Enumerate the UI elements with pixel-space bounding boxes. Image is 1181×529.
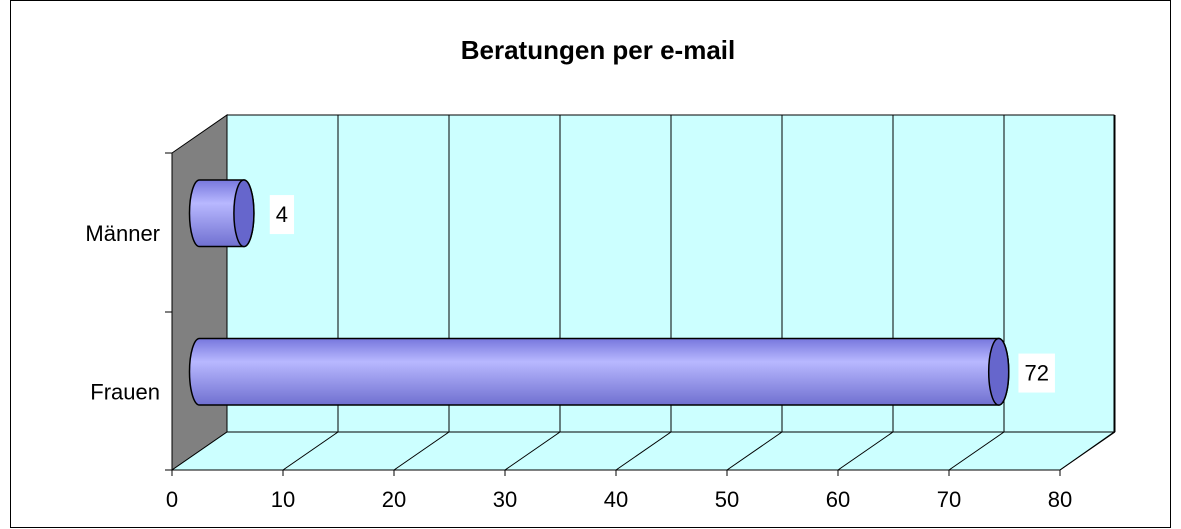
floor-line bbox=[504, 431, 561, 471]
x-tick-label: 40 bbox=[604, 487, 628, 512]
floor-line bbox=[1059, 431, 1116, 471]
floor-line bbox=[282, 431, 339, 471]
data-label-bg bbox=[1018, 353, 1055, 393]
x-tick-label: 80 bbox=[1048, 487, 1072, 512]
x-tick-label: 50 bbox=[715, 487, 739, 512]
bar-cap bbox=[987, 337, 1010, 406]
bar-cap bbox=[233, 179, 255, 248]
x-tick-label: 20 bbox=[382, 487, 406, 512]
y-tick-label: Männer bbox=[85, 221, 160, 246]
x-tick-label: 60 bbox=[826, 487, 850, 512]
chart-title: Beratungen per e-mail bbox=[461, 35, 736, 65]
y-tick-label: Frauen bbox=[90, 380, 160, 405]
floor-line bbox=[393, 431, 450, 471]
bar bbox=[188, 337, 1010, 406]
category-ticks bbox=[165, 152, 172, 471]
floor-line bbox=[615, 431, 672, 471]
x-tick-label: 0 bbox=[166, 487, 178, 512]
floor-line bbox=[837, 431, 894, 471]
data-label: 4 bbox=[276, 202, 288, 227]
x-tick-label: 10 bbox=[271, 487, 295, 512]
x-tick-label: 70 bbox=[937, 487, 961, 512]
data-label: 72 bbox=[1024, 361, 1048, 386]
floor-line bbox=[948, 431, 1005, 471]
x-tick-label: 30 bbox=[493, 487, 517, 512]
side-wall bbox=[171, 114, 228, 471]
data-label-bg bbox=[269, 195, 295, 235]
floor-line bbox=[726, 431, 783, 471]
